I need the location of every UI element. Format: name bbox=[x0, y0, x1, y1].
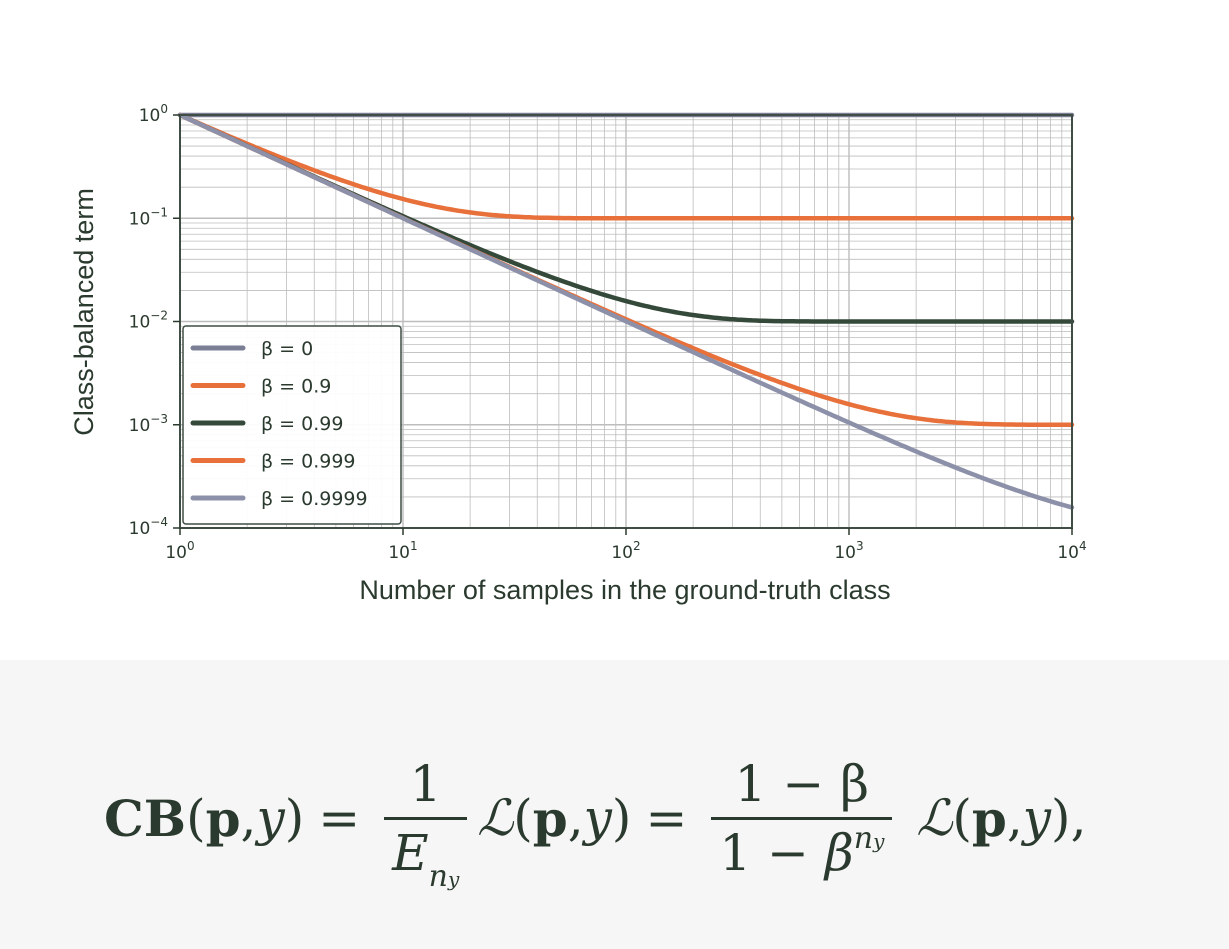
formula-panel bbox=[0, 660, 1229, 949]
class-balanced-loss-formula: CB(p, y) = 1 Eny ℒ(p, y) = 1 − β 1 − βny… bbox=[104, 754, 1087, 894]
x-tick-label: 101 bbox=[388, 539, 417, 563]
y-tick-label: 100 bbox=[139, 102, 168, 126]
formula-cb: CB bbox=[104, 788, 187, 848]
legend-label: β = 0.9999 bbox=[261, 488, 368, 510]
fraction-2-numerator: 1 − β bbox=[734, 754, 870, 813]
fraction-2-denominator: 1 − βny bbox=[711, 816, 893, 882]
formula-equals-1: = bbox=[318, 789, 361, 847]
axis-ticks: 100 101 102 103 104 100 10−1 10−2 10−3 10−4 bbox=[129, 102, 1087, 563]
fraction-1-numerator: 1 bbox=[409, 754, 442, 813]
y-axis-label: Class-balanced term bbox=[69, 188, 99, 436]
legend-label: β = 0 bbox=[261, 338, 313, 360]
fraction-class-balanced-weight: 1 − β 1 − βny bbox=[711, 754, 893, 882]
x-axis-label: Number of samples in the ground-truth cl… bbox=[359, 575, 890, 605]
legend: β = 0 β = 0.9 β = 0.99 β = 0.999 β = 0.9999 bbox=[182, 325, 402, 525]
formula-p: p bbox=[205, 788, 241, 848]
legend-label: β = 0.999 bbox=[261, 451, 356, 473]
formula-comma: , bbox=[1070, 789, 1087, 847]
formula-loss-1: ℒ bbox=[477, 789, 514, 847]
x-tick-label: 103 bbox=[834, 539, 863, 563]
fraction-1-denominator: Eny bbox=[384, 816, 468, 894]
series-lines bbox=[177, 112, 1075, 510]
series-line-4 bbox=[177, 112, 1075, 510]
fraction-inverse-effective-number: 1 Eny bbox=[384, 754, 468, 894]
formula-loss-2: ℒ bbox=[916, 789, 953, 847]
x-tick-label: 104 bbox=[1057, 539, 1086, 563]
y-tick-label: 10−4 bbox=[129, 515, 168, 539]
legend-label: β = 0.9 bbox=[261, 376, 331, 398]
legend-box bbox=[182, 325, 402, 525]
grid bbox=[179, 115, 1072, 529]
formula-equals-2: = bbox=[645, 789, 688, 847]
y-tick-label: 10−2 bbox=[129, 309, 168, 333]
legend-label: β = 0.99 bbox=[261, 413, 343, 435]
y-tick-label: 10−1 bbox=[129, 205, 168, 229]
formula-y: y bbox=[256, 789, 285, 847]
chart: 100 101 102 103 104 100 10−1 10−2 10−3 10−4 Numbe… bbox=[69, 102, 1087, 605]
series-line-1 bbox=[177, 112, 1075, 221]
x-tick-label: 102 bbox=[611, 539, 640, 563]
x-tick-label: 100 bbox=[165, 539, 194, 563]
y-tick-label: 10−3 bbox=[129, 412, 168, 436]
